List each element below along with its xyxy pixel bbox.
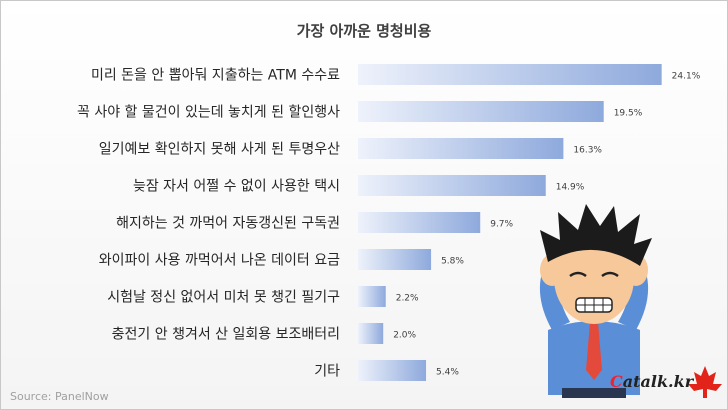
value-label: 2.0%	[393, 331, 416, 341]
value-label: 16.3%	[573, 146, 602, 156]
value-label: 5.4%	[436, 368, 459, 378]
category-label: 충전기 안 챙겨서 산 일회용 보조배터리	[112, 327, 340, 343]
catalk-logo: Catalk.kr	[610, 372, 694, 391]
bar	[358, 212, 481, 233]
bar	[358, 138, 564, 159]
maple-leaf-icon	[688, 366, 722, 398]
value-label: 5.8%	[441, 257, 464, 267]
value-label: 14.9%	[556, 183, 585, 193]
bar	[358, 323, 384, 344]
source-note: Source: PanelNow	[10, 390, 109, 403]
bar	[358, 64, 662, 85]
value-label: 2.2%	[396, 294, 419, 304]
value-label: 9.7%	[490, 220, 513, 230]
chart-title: 가장 아까운 명청비용	[296, 22, 432, 40]
bar	[358, 286, 386, 307]
category-label: 기타	[314, 364, 340, 380]
category-label: 와이파이 사용 까먹어서 나온 데이터 요금	[99, 253, 340, 269]
category-label: 시험날 정신 없어서 미처 못 챙긴 필기구	[107, 290, 340, 306]
category-label: 미리 돈을 안 뽑아둬 지출하는 ATM 수수료	[91, 68, 340, 84]
bar	[358, 360, 427, 381]
value-label: 19.5%	[614, 109, 643, 119]
bar	[358, 175, 546, 196]
bar	[358, 101, 604, 122]
stressed-man-illustration	[539, 204, 652, 398]
bar	[358, 249, 432, 270]
category-label: 늦잠 자서 어쩔 수 없이 사용한 택시	[133, 179, 340, 195]
value-label: 24.1%	[672, 72, 701, 82]
category-label: 해지하는 것 까먹어 자동갱신된 구독권	[116, 216, 340, 232]
category-label: 일기예보 확인하지 못해 사게 된 투명우산	[99, 142, 340, 158]
category-label: 꼭 사야 할 물건이 있는데 놓치게 된 할인행사	[77, 105, 340, 121]
